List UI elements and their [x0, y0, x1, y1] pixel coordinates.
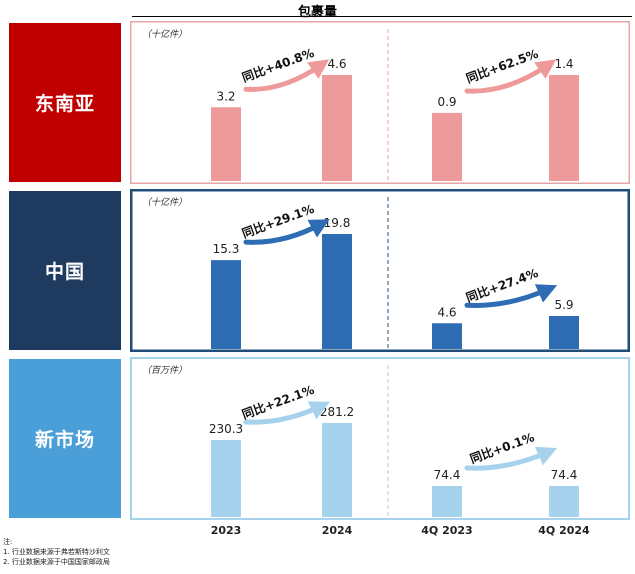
chart-svg: （十亿件） 3.2 4.6 0.9 1.4 同比+40.8% 同比+62.5% [130, 21, 630, 184]
growth-arrow-icon [243, 219, 330, 245]
unit-label: （十亿件） [142, 29, 187, 40]
region-tile-new-markets: 新市场 [9, 359, 121, 518]
title-rule [132, 16, 632, 17]
chart-svg: （十亿件）15.319.84.65.9同比+29.1%同比+27.4% [130, 189, 630, 352]
bar [549, 486, 579, 517]
region-name: 新市场 [34, 429, 95, 451]
unit-label: （百万件） [142, 365, 187, 376]
chart-panel-new-markets: （百万件） 230.3 281.2 74.4 74.4 同比+22.1% 同比+0.1% [130, 357, 630, 520]
bar [211, 440, 241, 517]
bar [322, 75, 352, 181]
chart-title: 包裹量 [297, 5, 337, 20]
growth-arrow-icon [464, 446, 558, 471]
bar [322, 234, 352, 349]
growth-label: 同比+29.1% [240, 201, 316, 241]
x-tick-label: 2024 [321, 524, 353, 537]
data-label: 15.3 [213, 242, 240, 256]
data-label: 74.4 [551, 468, 578, 482]
data-label: 1.4 [554, 57, 573, 71]
bar [432, 323, 462, 349]
panel-frame [130, 21, 630, 184]
footnote-1: 1. 行业数据来源于弗若斯特沙利文 [3, 548, 110, 556]
data-label: 281.2 [320, 405, 354, 419]
footnotes: 注: 1. 行业数据来源于弗若斯特沙利文 2. 行业数据来源于中国国家邮政局 [3, 537, 110, 567]
chart-panel-china: （十亿件） 15.3 19.8 4.6 5.9 同比+29.1% 同比+27.4% [130, 189, 630, 352]
data-label: 19.8 [324, 216, 351, 230]
unit-label: （十亿件） [142, 197, 187, 208]
region-tile-china: 中国 [9, 191, 121, 350]
growth-arrow-icon [243, 401, 331, 425]
data-label: 0.9 [437, 95, 456, 109]
growth-label: 同比+22.1% [240, 382, 316, 422]
data-label: 3.2 [216, 89, 235, 103]
x-axis: 2023 2024 4Q 2023 4Q 2024 [0, 524, 635, 544]
chart-panel-southeast-asia: （十亿件） 3.2 4.6 0.9 1.4 同比+40.8% 同比+62.5% [130, 21, 630, 184]
bar [432, 486, 462, 517]
data-label: 74.4 [434, 468, 461, 482]
growth-arrow-icon [464, 59, 557, 94]
data-label: 4.6 [327, 57, 346, 71]
x-tick-label: 4Q 2023 [421, 524, 473, 537]
bar [211, 260, 241, 349]
footnote-heading: 注: [3, 538, 13, 546]
growth-label: 同比+40.8% [240, 45, 316, 85]
bar [549, 75, 579, 181]
x-tick-label: 2023 [210, 524, 242, 537]
growth-arrow-icon [243, 59, 330, 92]
panel-frame [130, 189, 630, 352]
region-name: 东南亚 [34, 93, 95, 115]
growth-arrow-icon [464, 284, 558, 308]
data-label: 5.9 [554, 298, 573, 312]
footnote-2: 2. 行业数据来源于中国国家邮政局 [3, 558, 110, 566]
bar [211, 107, 241, 181]
data-label: 230.3 [209, 422, 243, 436]
region-tile-southeast-asia: 东南亚 [9, 23, 121, 182]
bar [549, 316, 579, 349]
growth-label: 同比+62.5% [464, 46, 540, 86]
region-name: 中国 [44, 261, 85, 283]
bar [432, 112, 462, 181]
data-label: 4.6 [437, 305, 456, 319]
panel-frame [130, 357, 630, 520]
bar [322, 423, 352, 517]
x-tick-label: 4Q 2024 [538, 524, 590, 537]
